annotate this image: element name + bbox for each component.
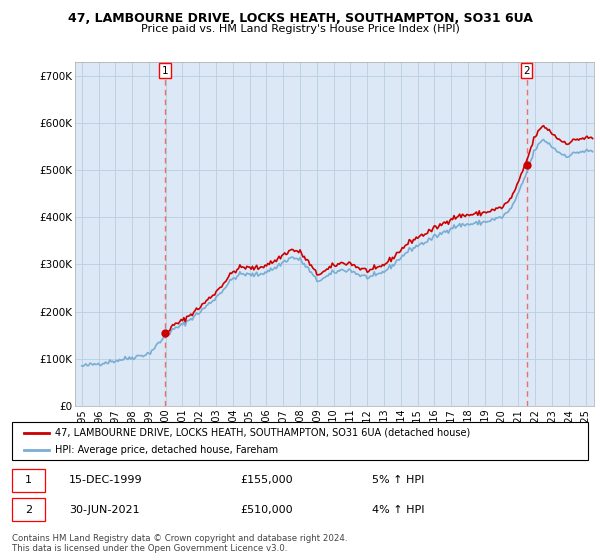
Text: Contains HM Land Registry data © Crown copyright and database right 2024.
This d: Contains HM Land Registry data © Crown c… bbox=[12, 534, 347, 553]
Text: 1: 1 bbox=[162, 66, 169, 76]
Text: 2: 2 bbox=[25, 505, 32, 515]
Text: 30-JUN-2021: 30-JUN-2021 bbox=[69, 505, 140, 515]
Text: HPI: Average price, detached house, Fareham: HPI: Average price, detached house, Fare… bbox=[55, 445, 278, 455]
Text: £510,000: £510,000 bbox=[240, 505, 293, 515]
Text: 15-DEC-1999: 15-DEC-1999 bbox=[69, 475, 143, 486]
Text: 1: 1 bbox=[25, 475, 32, 486]
Text: 47, LAMBOURNE DRIVE, LOCKS HEATH, SOUTHAMPTON, SO31 6UA (detached house): 47, LAMBOURNE DRIVE, LOCKS HEATH, SOUTHA… bbox=[55, 427, 470, 437]
Text: 47, LAMBOURNE DRIVE, LOCKS HEATH, SOUTHAMPTON, SO31 6UA: 47, LAMBOURNE DRIVE, LOCKS HEATH, SOUTHA… bbox=[68, 12, 532, 25]
Text: Price paid vs. HM Land Registry's House Price Index (HPI): Price paid vs. HM Land Registry's House … bbox=[140, 24, 460, 34]
Text: 5% ↑ HPI: 5% ↑ HPI bbox=[372, 475, 424, 486]
Text: £155,000: £155,000 bbox=[240, 475, 293, 486]
FancyBboxPatch shape bbox=[12, 422, 588, 460]
Text: 4% ↑ HPI: 4% ↑ HPI bbox=[372, 505, 425, 515]
Text: 2: 2 bbox=[524, 66, 530, 76]
